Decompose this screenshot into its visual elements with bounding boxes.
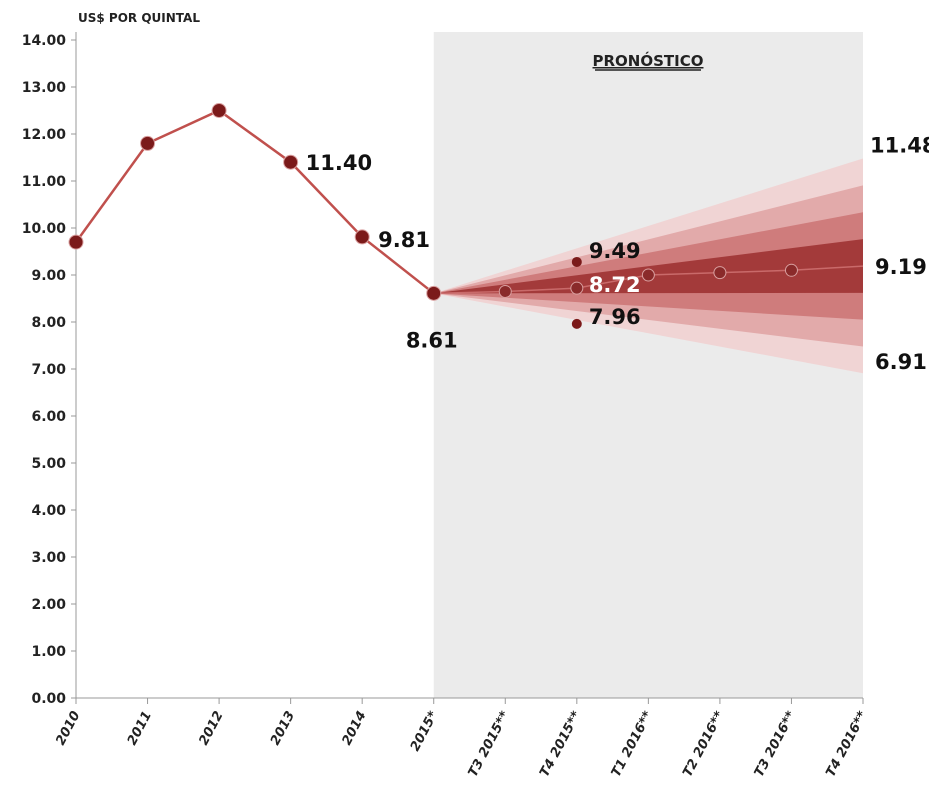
historical-point — [283, 154, 299, 170]
data-label: 7.96 — [589, 305, 641, 329]
historical-point — [68, 234, 84, 250]
forecast-lower-point — [571, 318, 582, 329]
data-label: 8.61 — [406, 328, 458, 352]
x-tick-label: 2011 — [125, 709, 155, 748]
data-label: 6.91 — [875, 350, 927, 374]
forecast-upper-point — [571, 256, 582, 267]
y-tick-label: 7.00 — [31, 362, 66, 378]
x-tick-label: 2015* — [408, 709, 442, 754]
historical-point — [140, 135, 156, 151]
historical-point — [354, 229, 370, 245]
x-tick-label: 2010 — [53, 709, 83, 748]
y-tick-label: 10.00 — [22, 221, 67, 237]
forecast-title: PRONÓSTICO — [593, 51, 704, 70]
y-tick-label: 6.00 — [31, 409, 66, 425]
data-label: 9.19 — [875, 255, 927, 279]
y-tick-label: 1.00 — [31, 644, 66, 660]
forecast-point — [641, 268, 655, 282]
y-axis-unit-label: US$ POR QUINTAL — [78, 11, 200, 25]
data-label: 11.48 — [870, 133, 929, 157]
x-tick-label: T4 2016** — [823, 709, 870, 780]
y-tick-label: 4.00 — [31, 503, 66, 519]
data-label: 9.49 — [589, 239, 641, 263]
fan-band-core — [433, 239, 863, 294]
y-tick-label: 9.00 — [31, 268, 66, 284]
data-label: 11.40 — [306, 151, 372, 175]
x-tick-label: T2 2016** — [680, 709, 727, 780]
x-tick-label: 2012 — [196, 709, 226, 748]
x-tick-label: T3 2016** — [752, 709, 799, 780]
y-tick-label: 11.00 — [22, 174, 67, 190]
x-tick-label: T1 2016** — [609, 709, 656, 780]
data-label: 8.72 — [589, 273, 641, 297]
y-tick-label: 3.00 — [31, 550, 66, 566]
x-tick-label: 2013 — [268, 709, 298, 748]
forecast-point — [498, 284, 512, 298]
forecast-point — [784, 263, 798, 277]
y-tick-label: 14.00 — [22, 33, 67, 49]
historical-series-line — [74, 109, 435, 295]
historical-point — [211, 103, 227, 118]
historical-point — [426, 285, 442, 301]
x-tick-label: T3 2015** — [466, 709, 513, 780]
data-label: 9.81 — [378, 228, 430, 252]
y-tick-label: 13.00 — [22, 80, 67, 96]
y-tick-label: 8.00 — [31, 315, 66, 331]
forecast-point — [570, 281, 584, 295]
y-tick-label: 5.00 — [31, 456, 66, 472]
forecast-background — [433, 32, 863, 698]
y-tick-label: 2.00 — [31, 597, 66, 613]
forecast-point — [713, 266, 727, 280]
y-tick-label: 0.00 — [31, 691, 66, 707]
x-tick-label: T4 2015** — [537, 709, 584, 780]
x-tick-label: 2014 — [339, 709, 369, 748]
y-tick-label: 12.00 — [22, 127, 67, 143]
